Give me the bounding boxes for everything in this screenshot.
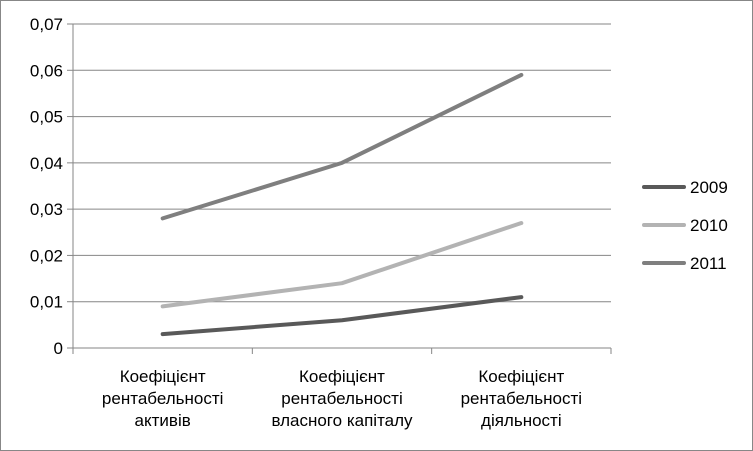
legend-label-2011: 2011 (690, 254, 727, 273)
y-tick-label: 0,04 (30, 154, 63, 173)
y-tick-label: 0,07 (30, 15, 63, 34)
y-tick-label: 0,03 (30, 200, 63, 219)
x-category-label: Коефіцієнт рентабельності активів (102, 367, 223, 430)
x-category-label: Коефіцієнт рентабельності діяльності (461, 367, 582, 430)
y-tick-label: 0,01 (30, 293, 63, 312)
series-line-2010 (160, 221, 524, 309)
series-line-2009 (160, 295, 524, 337)
y-tick-label: 0 (54, 339, 63, 358)
series-line-2011 (160, 72, 524, 221)
y-tick-label: 0,06 (30, 61, 63, 80)
y-tick-label: 0,02 (30, 246, 63, 265)
legend-label-2010: 2010 (690, 216, 728, 235)
legend-label-2009: 2009 (690, 178, 728, 197)
x-category-label: Коефіцієнт рентабельності власного капітал… (271, 367, 413, 430)
y-tick-label: 0,05 (30, 108, 63, 127)
